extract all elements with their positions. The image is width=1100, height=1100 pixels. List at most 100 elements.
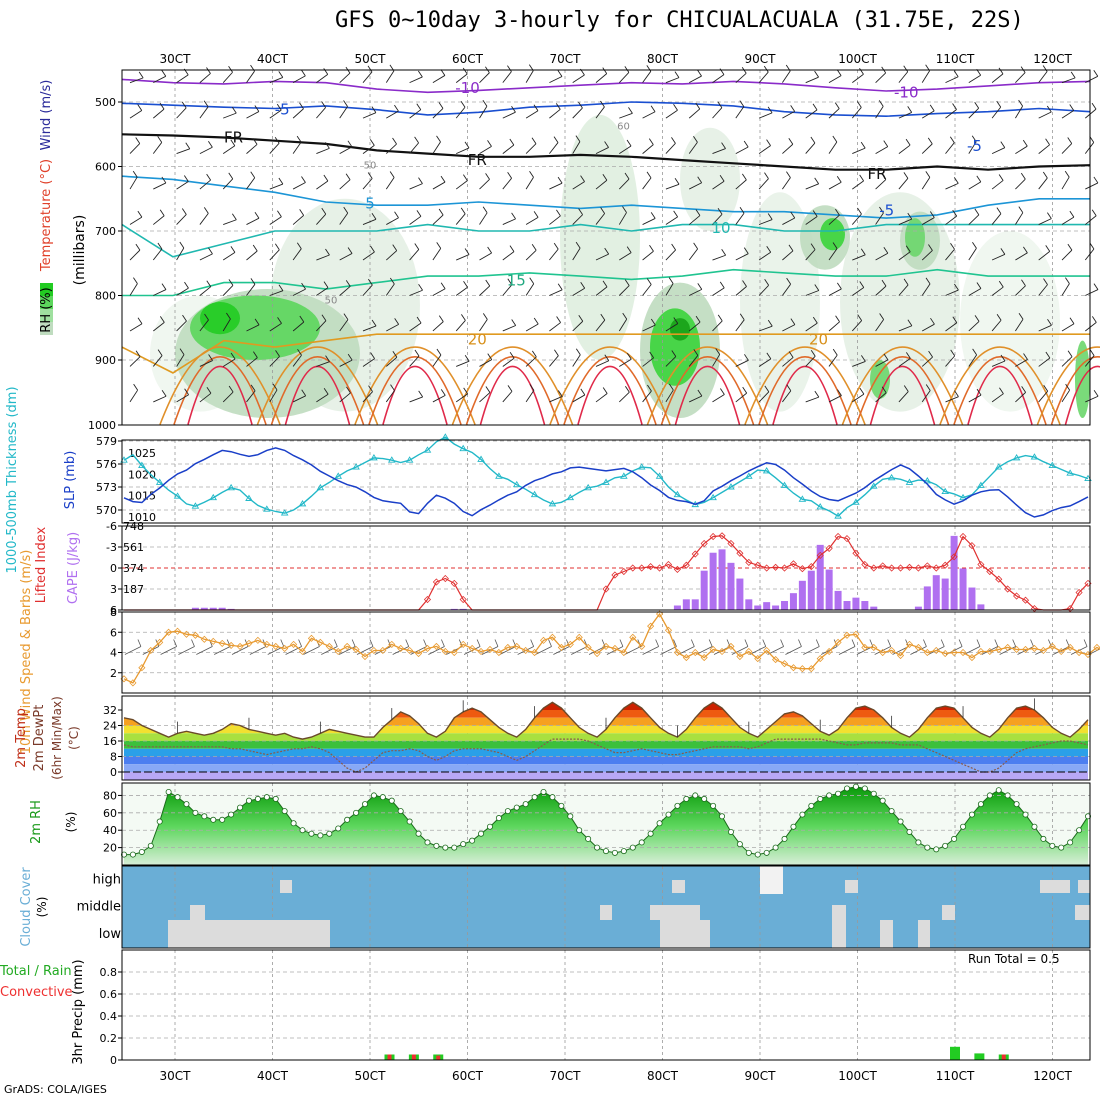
wind-barb-flag [927, 137, 933, 145]
wind-barb [758, 325, 773, 332]
lifted-index-point [629, 564, 637, 572]
wind-barb-flag [952, 103, 957, 110]
wind10-barb [481, 646, 499, 655]
wind-barb-flag [440, 389, 446, 396]
wind10-point [995, 645, 1003, 654]
wind-barb-flag [903, 385, 909, 392]
wind-barb [712, 180, 725, 190]
pressure-axis-title: (millibars) [72, 215, 88, 286]
wind-barb-flag [462, 67, 468, 75]
wind-barb [945, 76, 959, 84]
humidity-point [772, 844, 779, 851]
wind-barb [199, 106, 209, 119]
wind-barb [875, 319, 884, 332]
thickness-point [138, 461, 146, 468]
temperature-band [124, 741, 1088, 749]
wind-barb-flag [673, 104, 678, 111]
wind-barb [852, 180, 864, 190]
lifted-index-point [700, 539, 708, 548]
wind-barb [665, 109, 678, 119]
wind-barb [805, 109, 818, 119]
wind10-point [1057, 647, 1065, 656]
wind-barb-flag [533, 211, 539, 218]
wind-barb [782, 324, 796, 332]
precip-total-bar [974, 1053, 985, 1060]
wind-barb [176, 247, 185, 261]
wind-barb-flag [622, 206, 627, 213]
humidity-point [897, 818, 904, 825]
wind-barb-flag [231, 106, 237, 114]
wind-barb-flag [767, 319, 773, 327]
contour-label: 50 [364, 160, 377, 171]
wind-barb [782, 217, 795, 225]
wind-barb-flag [1021, 386, 1027, 393]
lifted-index-point [977, 560, 985, 569]
wind-barb-flag [181, 101, 187, 109]
wind-barb-flag [438, 102, 444, 109]
wind-barb-flag [1067, 243, 1073, 251]
cloud-level-label: middle [77, 900, 121, 915]
thickness-point [620, 472, 628, 479]
wind-barb-flag [1093, 176, 1099, 184]
wind-barb-flag [557, 283, 563, 291]
wind-barb-flag [231, 213, 237, 221]
cape-bar [923, 586, 931, 610]
wind-barb-flag [392, 137, 397, 145]
wind-barb-flag [1069, 104, 1075, 111]
wind-barb [222, 285, 234, 296]
humidity-point [844, 785, 851, 792]
wind10-point [1030, 644, 1039, 653]
slp-series-line [123, 447, 1089, 518]
wind-barb-flag [487, 246, 492, 254]
wind-barb [129, 77, 144, 84]
wind-barb [292, 108, 304, 119]
wind10-point [923, 648, 931, 657]
wind10-point [593, 649, 601, 658]
wind-barb [549, 355, 559, 367]
wind-barb [875, 252, 889, 261]
wind10-point [700, 653, 708, 662]
wind-barb [875, 285, 887, 296]
wind-barb [502, 144, 515, 154]
axis-tick-label: 579 [96, 435, 117, 448]
wind10-barb-feather [351, 639, 356, 647]
wind-barb [1061, 249, 1073, 261]
wind-barb [642, 357, 654, 367]
wind-barb-flag [1000, 354, 1006, 362]
axis-tick-label: 0 [110, 1054, 117, 1067]
wind-barb [758, 284, 769, 296]
wind10-barb [785, 646, 802, 655]
wind-barb-flag [511, 105, 516, 113]
wind-barb [968, 321, 980, 332]
wind-barb [222, 71, 233, 83]
wind10-point [896, 651, 905, 660]
isotherm-plus10 [121, 223, 1090, 258]
wind-barb [991, 106, 1002, 119]
humidity-point [281, 808, 288, 815]
wind-barb-flag [531, 350, 537, 358]
thickness-point [191, 502, 200, 509]
wind-barb [618, 318, 628, 332]
wind-barb-flag [697, 69, 702, 77]
cape-bar [218, 607, 226, 610]
wind-barb-flag [668, 383, 674, 391]
warm-contour [173, 356, 267, 425]
wind-barb [409, 249, 420, 261]
cape-bar [700, 570, 708, 610]
humidity-point [647, 830, 654, 837]
wind10-point [548, 633, 557, 641]
wind-barb-flag [766, 352, 772, 360]
wind10-barb [660, 646, 677, 655]
wind-barb [292, 395, 306, 403]
wind-barb-flag [996, 100, 1002, 108]
wind-barb [455, 213, 466, 225]
humidity-point [370, 792, 377, 799]
wind-barb [689, 395, 703, 403]
humidity-point [469, 837, 476, 844]
wind-barb [595, 253, 609, 261]
humidity-point [219, 816, 226, 823]
wind10-barb [535, 646, 552, 655]
wind-barb-flag [575, 135, 581, 142]
humidity-point [960, 823, 967, 830]
wind10-point [406, 646, 414, 655]
